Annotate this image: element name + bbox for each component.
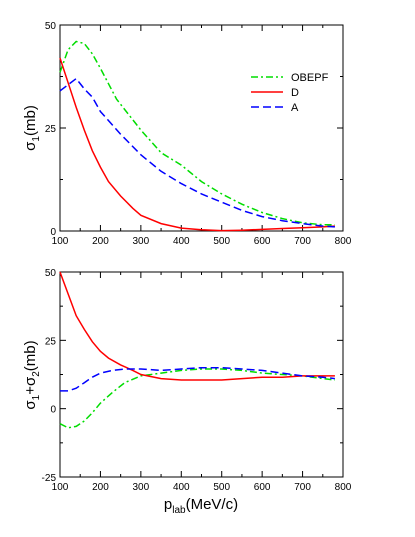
top-y-axis-label: σ1(mb) bbox=[22, 105, 42, 151]
bottom-x-tick-label: 300 bbox=[133, 482, 150, 493]
bottom-y-label-plus: +σ bbox=[22, 376, 39, 395]
bottom-y-tick-label: 50 bbox=[45, 268, 57, 279]
top-series-d bbox=[59, 57, 335, 232]
top-x-tick-label: 100 bbox=[52, 236, 69, 247]
top-x-tick-label: 200 bbox=[92, 236, 109, 247]
top-ticks: 100 200 300 400 500 600 700 800 0 25 50 bbox=[45, 21, 352, 247]
bottom-ticks: 100 200 300 400 500 600 700 800 -25 0 25 50 bbox=[42, 268, 352, 493]
top-x-tick-label: 500 bbox=[213, 236, 230, 247]
bottom-plot-frame bbox=[59, 271, 344, 478]
bottom-x-tick-label: 800 bbox=[335, 482, 352, 493]
legend-label-d: D bbox=[291, 87, 299, 99]
top-y-label-tail: (mb) bbox=[22, 105, 39, 136]
top-x-tick-label: 600 bbox=[254, 236, 271, 247]
bottom-series-obepf bbox=[59, 368, 335, 429]
legend-label-obepf: OBEPF bbox=[291, 72, 329, 84]
bottom-y-tick-label: 0 bbox=[50, 405, 56, 416]
legend-label-a: A bbox=[291, 102, 299, 114]
top-y-tick-label: 0 bbox=[50, 227, 56, 238]
top-x-tick-label: 700 bbox=[294, 236, 311, 247]
bottom-series bbox=[59, 271, 335, 429]
top-series-a bbox=[59, 77, 335, 228]
bottom-panel: 100 200 300 400 500 600 700 800 -25 0 25 50 σ1+σ2(m… bbox=[22, 268, 352, 516]
top-legend: OBEPF DA bbox=[251, 72, 329, 114]
bottom-x-tick-label: 200 bbox=[92, 482, 109, 493]
bottom-x-tick-label: 100 bbox=[52, 482, 69, 493]
top-y-label-sub: 1 bbox=[31, 136, 42, 142]
top-x-tick-label: 800 bbox=[335, 236, 352, 247]
top-x-tick-label: 400 bbox=[173, 236, 190, 247]
x-label-tail: (MeV/c) bbox=[186, 496, 239, 513]
bottom-series-a bbox=[60, 366, 335, 392]
bottom-y-label-main: σ bbox=[22, 400, 39, 410]
x-axis-label: plab(MeV/c) bbox=[164, 496, 238, 516]
x-label-sub: lab bbox=[172, 505, 186, 516]
bottom-y-tick-label: -25 bbox=[42, 473, 57, 484]
x-label-main: p bbox=[164, 496, 172, 513]
top-x-tick-label: 300 bbox=[133, 236, 150, 247]
bottom-y-axis-label: σ1+σ2(mb) bbox=[22, 340, 42, 409]
bottom-x-tick-label: 400 bbox=[173, 482, 190, 493]
bottom-series-d bbox=[59, 271, 335, 381]
top-plot-frame bbox=[59, 24, 344, 232]
bottom-x-tick-label: 600 bbox=[254, 482, 271, 493]
top-y-label-main: σ bbox=[22, 141, 39, 151]
bottom-y-label-sub: 1 bbox=[31, 394, 42, 400]
top-series-obepf bbox=[59, 40, 335, 226]
bottom-x-tick-label: 700 bbox=[294, 482, 311, 493]
top-y-tick-label: 50 bbox=[45, 21, 57, 32]
bottom-x-tick-label: 500 bbox=[213, 482, 230, 493]
top-y-tick-label: 25 bbox=[45, 124, 57, 135]
bottom-y-tick-label: 25 bbox=[45, 336, 57, 347]
bottom-y-label-tail: (mb) bbox=[22, 340, 39, 371]
bottom-y-label-sub2: 2 bbox=[31, 371, 42, 377]
top-series bbox=[59, 40, 335, 232]
top-panel: 100 200 300 400 500 600 700 800 0 25 50 OBEPF DA σ1… bbox=[22, 21, 352, 247]
